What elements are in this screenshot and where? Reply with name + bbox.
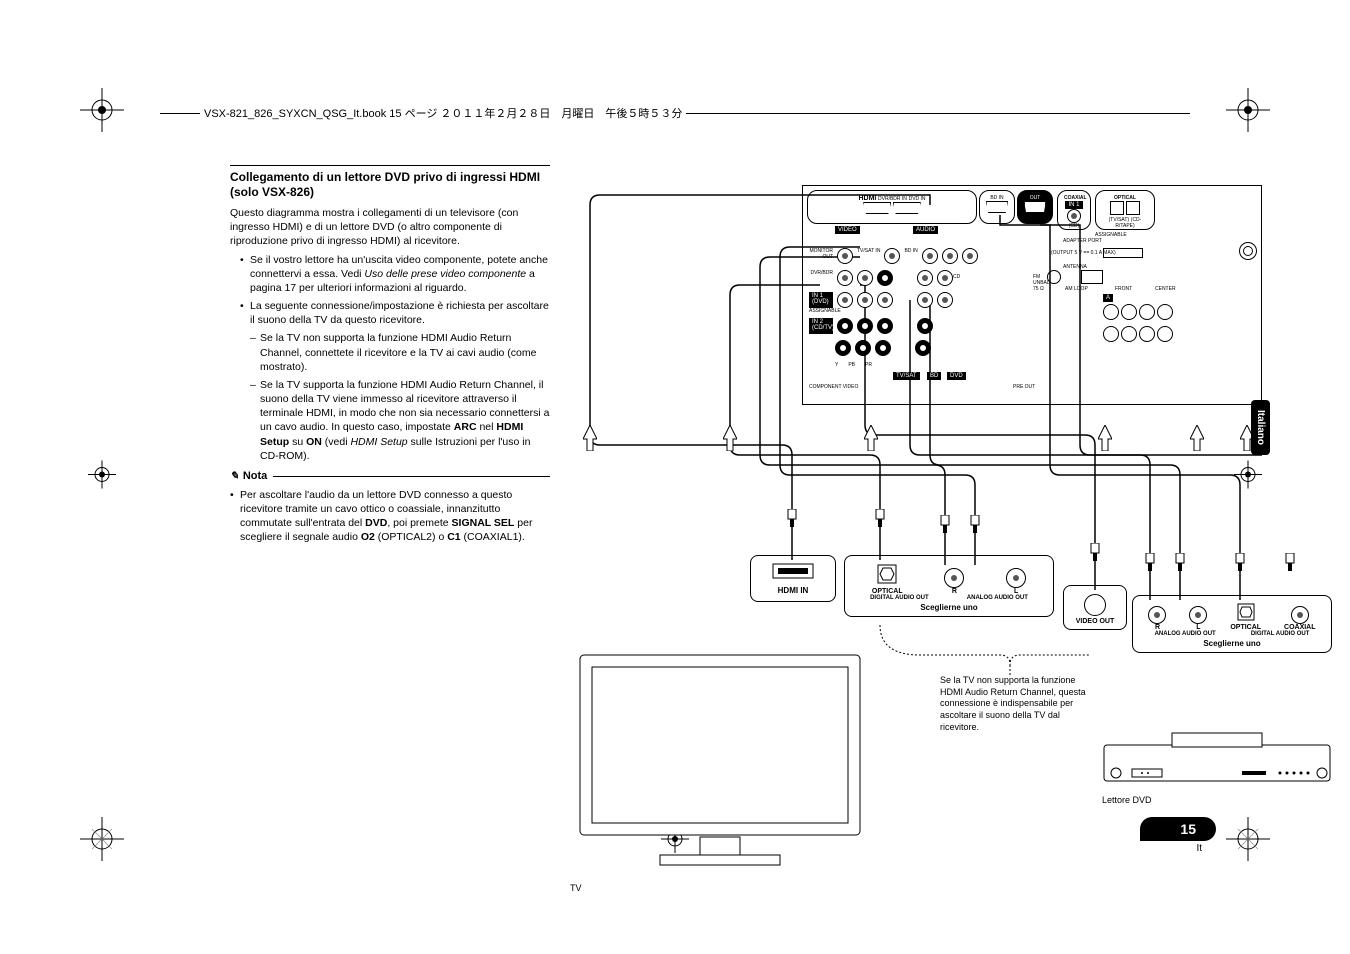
connection-diagram: HDMI DVR/BDR IN DVD IN BD IN OUT COAXIAL… [570,165,1262,735]
section-title: Collegamento di un lettore DVD privo di … [230,170,550,200]
hdmi-label: HDMI [858,195,876,202]
plug-icon [1089,543,1101,561]
note-body: Per ascoltare l'audio da un lettore DVD … [240,488,550,545]
language-tab: Italiano [1251,400,1270,455]
tv-note: Se la TV non supporta la funzione HDMI A… [940,675,1090,733]
bullet-1: Se il vostro lettore ha un'uscita video … [250,253,550,296]
dvd-caption: Lettore DVD [1102,795,1152,805]
crop-mark-icon [80,453,124,502]
crop-mark-icon [1226,817,1270,866]
crop-mark-icon [80,88,124,137]
plug-icon [1174,553,1186,571]
dvd-audio-box: R L OPTICAL COAXIAL ANALOG AUDIO OUT DIG… [1132,595,1332,653]
tv-illustration [570,645,870,875]
dvd-video-box: VIDEO OUT [1063,585,1127,630]
tv-audio-box: OPTICAL R L DIGITAL AUDIO OUT ANALOG AUD… [844,555,1054,617]
note-label: Nota [243,469,267,484]
choose-one-label: Sceglierne uno [851,603,1047,612]
video-label: VIDEO [835,226,860,234]
plug-icon [1144,553,1156,571]
intro-paragraph: Questo diagramma mostra i collegamenti d… [230,206,550,249]
text-column: Collegamento di un lettore DVD privo di … [230,165,550,548]
plug-icon [1234,553,1246,571]
dvd-illustration [1102,725,1332,785]
tv-hdmi-box: HDMI IN [750,555,836,602]
audio-label: AUDIO [913,226,938,234]
header-filename: VSX-821_826_SYXCN_QSG_It.book 15 ページ ２０１… [200,105,686,121]
receiver-rear-panel: HDMI DVR/BDR IN DVD IN BD IN OUT COAXIAL… [802,185,1262,405]
sub-1: Se la TV non supporta la funzione HDMI A… [260,331,550,374]
page-number: 15 It [1140,817,1216,854]
crop-mark-icon [80,817,124,866]
plug-icon [939,515,951,533]
plug-icon [786,509,798,527]
crop-mark-icon [1226,88,1270,137]
note-icon: ✎ [230,469,239,483]
plug-icon [969,515,981,533]
sub-2: Se la TV supporta la funzione HDMI Audio… [260,378,550,463]
bullet-2: La seguente connessione/impostazione è r… [250,299,550,327]
plug-icon [1284,553,1296,571]
tv-caption: TV [570,883,582,893]
plug-icon [874,509,886,527]
